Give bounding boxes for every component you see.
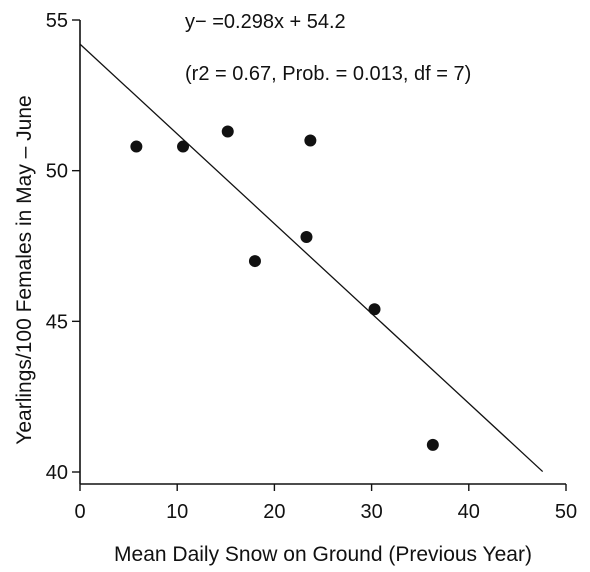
x-tick-label: 50: [555, 501, 577, 523]
data-points: [130, 125, 439, 451]
stats-annotation: (r2 = 0.67, Prob. = 0.013, df = 7): [185, 63, 471, 85]
y-tick-label: 55: [46, 10, 68, 32]
axes: [79, 20, 566, 485]
x-tick-label: 0: [74, 501, 85, 523]
regression-line-group: [79, 43, 544, 473]
y-axis-label: Yearlings/100 Females in May – June: [13, 95, 36, 444]
data-point: [300, 230, 313, 243]
regression-line: [79, 43, 544, 473]
equation-annotation: y− =0.298x + 54.2: [185, 11, 346, 33]
data-point: [130, 140, 143, 153]
y-tick-label: 45: [46, 311, 68, 333]
y-tick-label: 40: [46, 462, 68, 484]
ticks: 0 10 20 30 40 50 40 45 50 55: [46, 10, 577, 523]
x-tick-label: 40: [458, 501, 480, 523]
data-point: [177, 140, 190, 153]
y-tick-label: 50: [46, 161, 68, 183]
data-point: [304, 134, 317, 147]
x-tick-label: 10: [166, 501, 188, 523]
data-point: [248, 255, 261, 268]
data-point: [368, 303, 381, 316]
x-axis-label: Mean Daily Snow on Ground (Previous Year…: [114, 543, 532, 566]
x-tick-label: 20: [263, 501, 285, 523]
x-tick-label: 30: [360, 501, 382, 523]
data-point: [221, 125, 234, 138]
data-point: [426, 438, 439, 451]
